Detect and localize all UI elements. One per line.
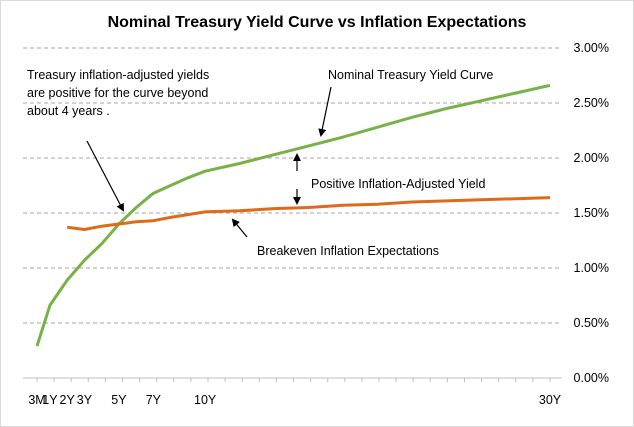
annotation-gap-label: Positive Inflation-Adjusted Yield (311, 177, 485, 191)
y-axis-tick-labels: 0.00% 0.50% 1.00% 1.50% 2.00% 2.50% 3.00% (574, 41, 609, 385)
x-tick-label: 10Y (194, 393, 217, 407)
chart-title: Nominal Treasury Yield Curve vs Inflatio… (108, 14, 527, 31)
annotation-nominal-label: Nominal Treasury Yield Curve (328, 68, 493, 82)
x-tick-label: 30Y (539, 393, 562, 407)
nominal-yield-line (35, 83, 551, 347)
y-tick-label: 0.00% (574, 371, 609, 385)
x-tick-label: 1Y (42, 393, 58, 407)
crossover-arrow (86, 140, 124, 212)
y-tick-label: 2.00% (574, 151, 609, 165)
y-tick-label: 2.50% (574, 96, 609, 110)
annotation-crossover-line1: Treasury inflation-adjusted yields (27, 68, 209, 82)
x-tick-label: 5Y (111, 393, 127, 407)
x-tick-label: 3Y (77, 393, 93, 407)
nominal-arrow (318, 86, 332, 137)
annotation-crossover-line3: about 4 years . (27, 104, 110, 118)
y-tick-label: 1.00% (574, 261, 609, 275)
series-lines (35, 83, 551, 347)
y-tick-label: 3.00% (574, 41, 609, 55)
x-tick-label: 3M (28, 393, 45, 407)
annotation-crossover-line2: are positive for the curve beyond (27, 86, 208, 100)
annotation-breakeven-label: Breakeven Inflation Expectations (257, 244, 439, 258)
breakeven-arrow (231, 218, 248, 238)
y-tick-label: 1.50% (574, 206, 609, 220)
x-tick-label: 7Y (146, 393, 162, 407)
y-tick-label: 0.50% (574, 316, 609, 330)
breakeven-inflation-line (67, 196, 551, 231)
x-tick-label: 2Y (60, 393, 76, 407)
